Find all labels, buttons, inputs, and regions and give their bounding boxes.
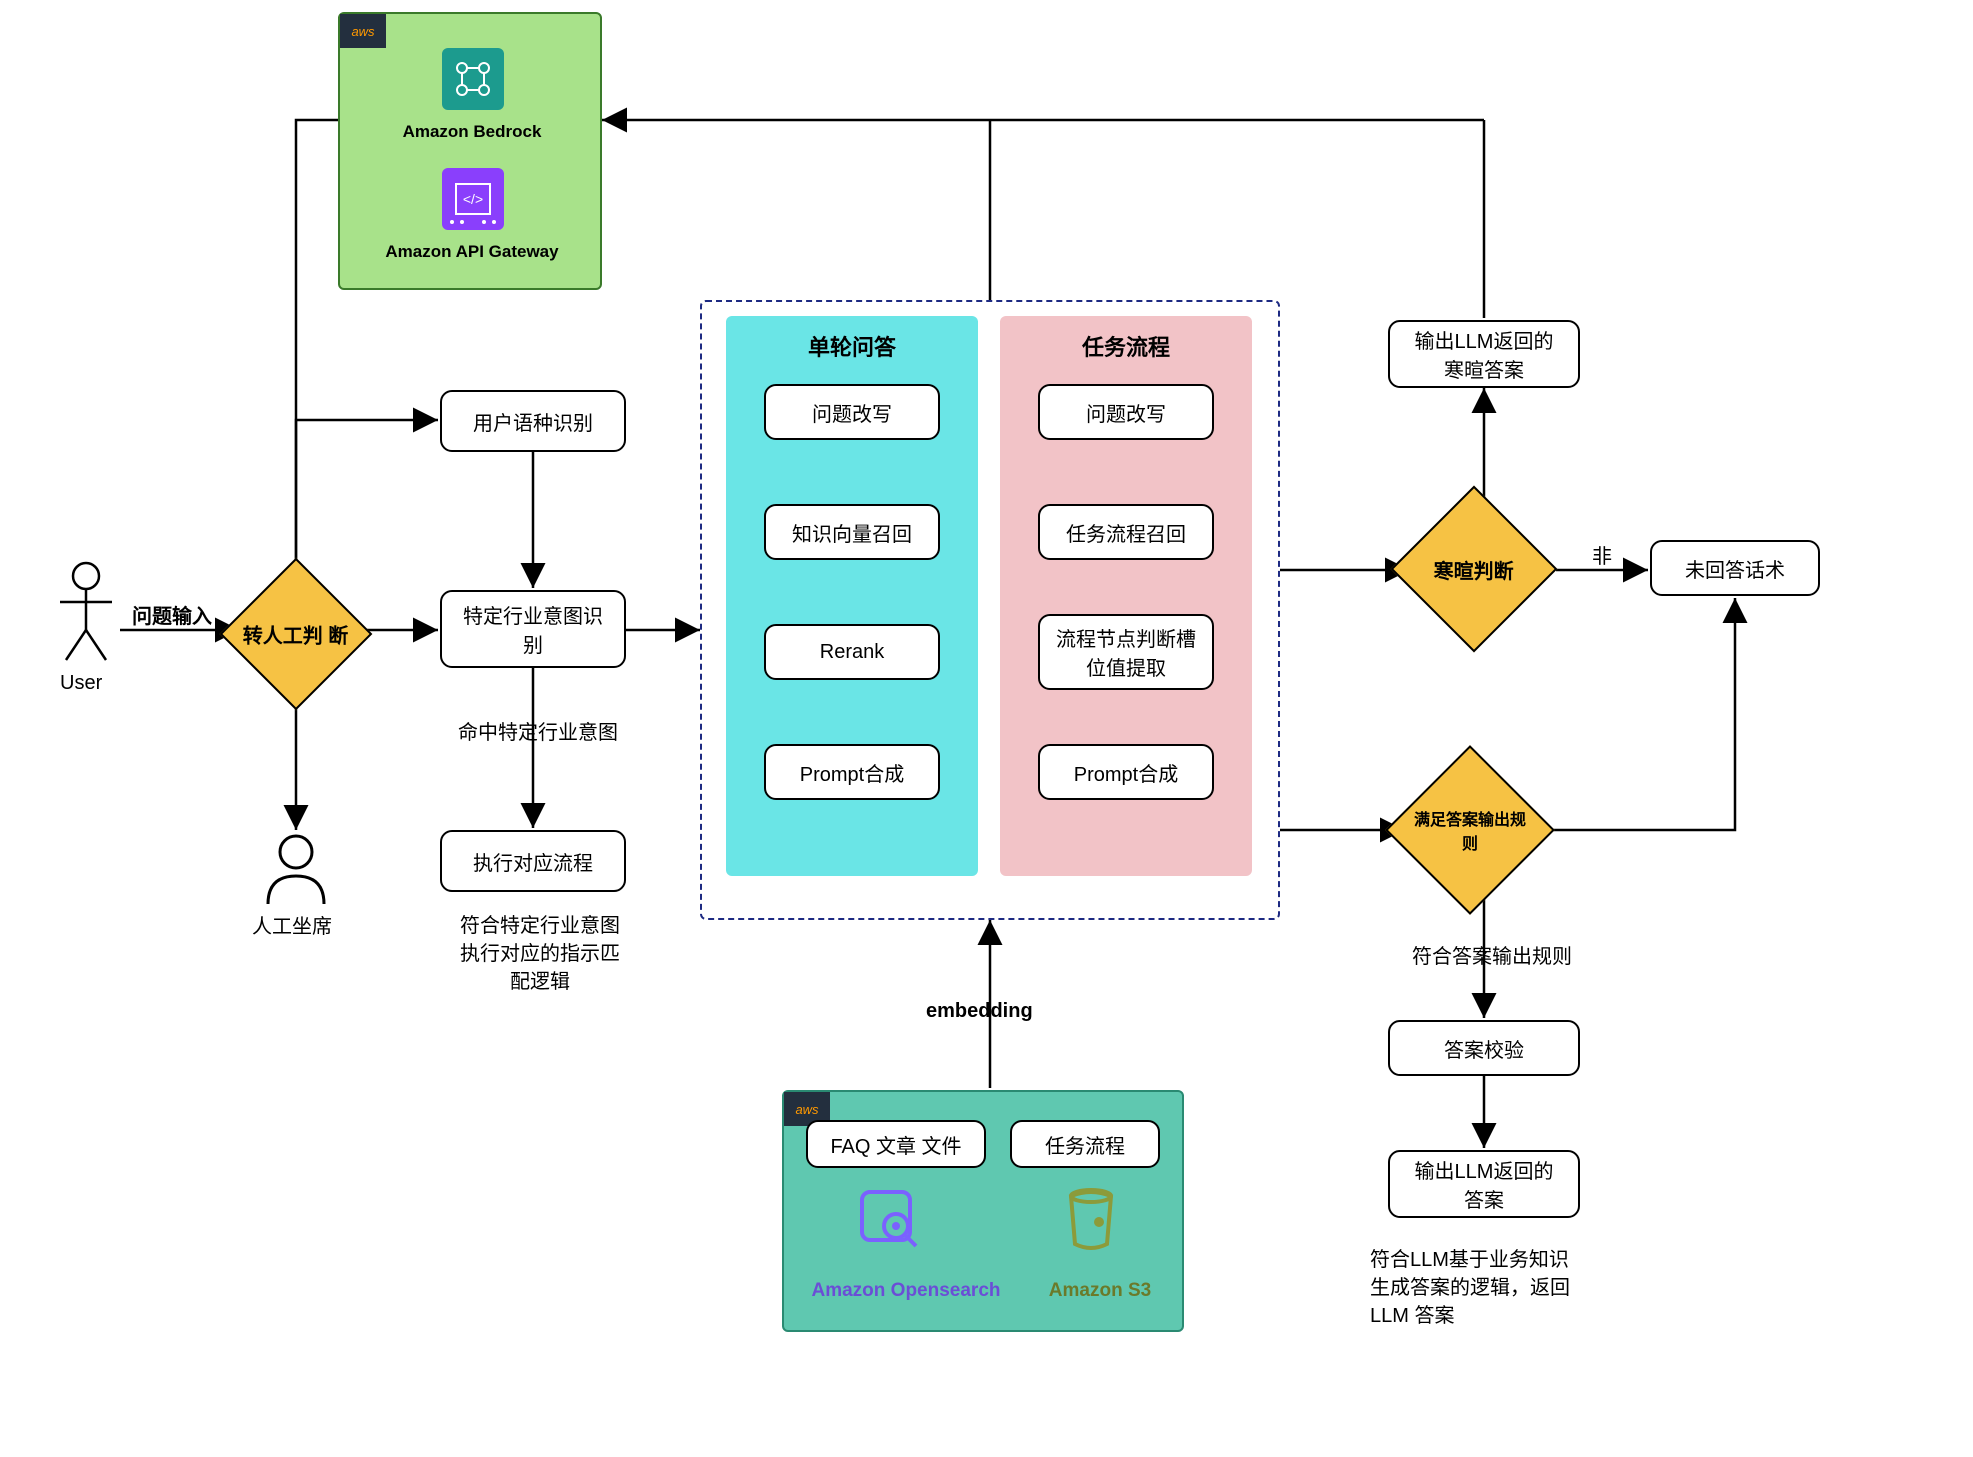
greeting-answer-node: 输出LLM返回的 寒暄答案 — [1388, 320, 1580, 388]
opensearch-label: Amazon Opensearch — [796, 1280, 1016, 1302]
output-rule-diamond: 满足答案输出规则 — [1385, 745, 1555, 915]
task-step-0: 问题改写 — [1038, 384, 1214, 440]
greeting-judge-label: 寒暄判断 — [1434, 555, 1514, 584]
s3-label: Amazon S3 — [1030, 1280, 1170, 1302]
task-step-1: 任务流程召回 — [1038, 504, 1214, 560]
apigateway-label: Amazon API Gateway — [340, 242, 604, 262]
qa-step-3: Prompt合成 — [764, 744, 940, 800]
s3-icon — [1059, 1186, 1123, 1256]
storage-item-1-label: 任务流程 — [1010, 1120, 1160, 1168]
task-panel-title: 任务流程 — [1000, 330, 1252, 362]
user-label: User — [60, 672, 102, 695]
output-llm-node: 输出LLM返回的 答案 — [1388, 1150, 1580, 1218]
bedrock-icon — [440, 46, 506, 112]
edge-label-embedding: embedding — [926, 1000, 1033, 1023]
answer-check-node: 答案校验 — [1388, 1020, 1580, 1076]
qa-step-1: 知识向量召回 — [764, 504, 940, 560]
edge-label-intent-note: 符合特定行业意图 执行对应的指示匹 配逻辑 — [430, 912, 650, 996]
lang-detect-node: 用户语种识别 — [440, 390, 626, 452]
qa-panel-title: 单轮问答 — [726, 330, 978, 362]
svg-text:</>: </> — [463, 191, 483, 207]
storage-item-0-label: FAQ 文章 文件 — [806, 1120, 986, 1168]
aws-badge-icon: aws — [340, 14, 386, 48]
edge-label-hit-intent: 命中特定行业意图 — [448, 716, 628, 745]
manual-judge-diamond: 转人工判 断 — [220, 558, 373, 711]
edge-label-input: 问题输入 — [132, 600, 212, 629]
no-answer-node: 未回答话术 — [1650, 540, 1820, 596]
intent-detect-node: 特定行业意图识 别 — [440, 590, 626, 668]
apigateway-icon: </> — [440, 166, 506, 232]
bedrock-label: Amazon Bedrock — [340, 122, 604, 142]
opensearch-icon — [856, 1186, 926, 1256]
output-rule-label: 满足答案输出规则 — [1412, 806, 1528, 854]
edge-label-rule-match: 符合答案输出规则 — [1402, 940, 1582, 969]
agent-actor — [260, 830, 332, 911]
task-step-3: Prompt合成 — [1038, 744, 1214, 800]
greeting-judge-diamond: 寒暄判断 — [1391, 486, 1558, 653]
edge-label-llm-note: 符合LLM基于业务知识 生成答案的逻辑，返回 LLM 答案 — [1370, 1246, 1630, 1330]
aws-services-panel: aws Amazon Bedrock </> Amazon API Gatewa… — [338, 12, 602, 290]
qa-step-0: 问题改写 — [764, 384, 940, 440]
edge-label-not: 非 — [1592, 540, 1612, 569]
exec-flow-node: 执行对应流程 — [440, 830, 626, 892]
task-step-2: 流程节点判断槽 位值提取 — [1038, 614, 1214, 690]
qa-step-2: Rerank — [764, 624, 940, 680]
user-actor — [52, 560, 120, 675]
agent-label: 人工坐席 — [252, 910, 332, 939]
manual-judge-label: 转人工判 断 — [243, 620, 349, 649]
